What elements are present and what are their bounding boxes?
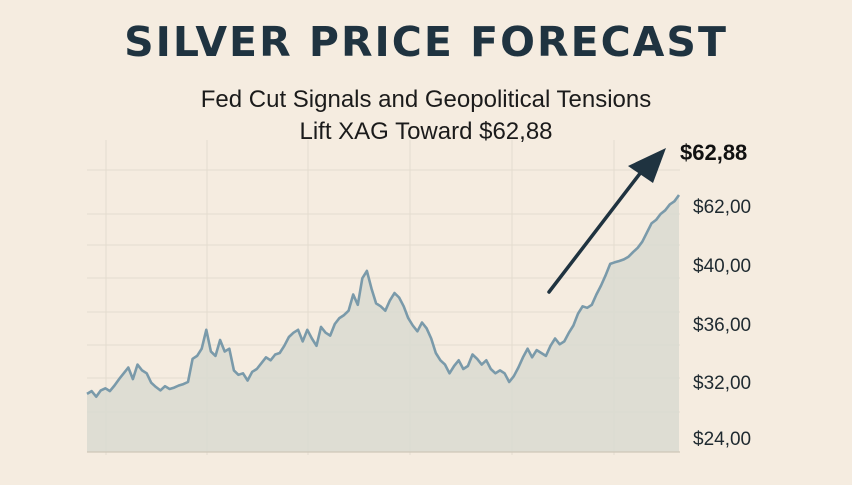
highlight-price-label: $62,88	[680, 140, 747, 165]
chart-title: SILVER PRICE FORECAST	[124, 18, 728, 66]
price-line	[86, 194, 681, 398]
trend-arrow-head	[628, 148, 666, 183]
chart-subtitle-line1: Fed Cut Signals and Geopolitical Tension…	[200, 86, 652, 113]
trend-arrow-shaft	[547, 161, 650, 294]
y-tick-label: $36,00	[693, 315, 751, 336]
y-tick-label: $40,00	[693, 256, 751, 277]
y-axis-ticks: $62,00 $40,00 $36,00 $32,00 $24,00	[693, 197, 751, 450]
price-area-fill	[87, 195, 679, 452]
chart-subtitle-line2: Lift XAG Toward $62,88	[299, 118, 553, 145]
trend-arrow	[547, 148, 666, 294]
y-tick-label: $32,00	[693, 373, 751, 394]
y-tick-label: $62,00	[693, 197, 751, 218]
y-tick-label: $24,00	[693, 429, 751, 450]
